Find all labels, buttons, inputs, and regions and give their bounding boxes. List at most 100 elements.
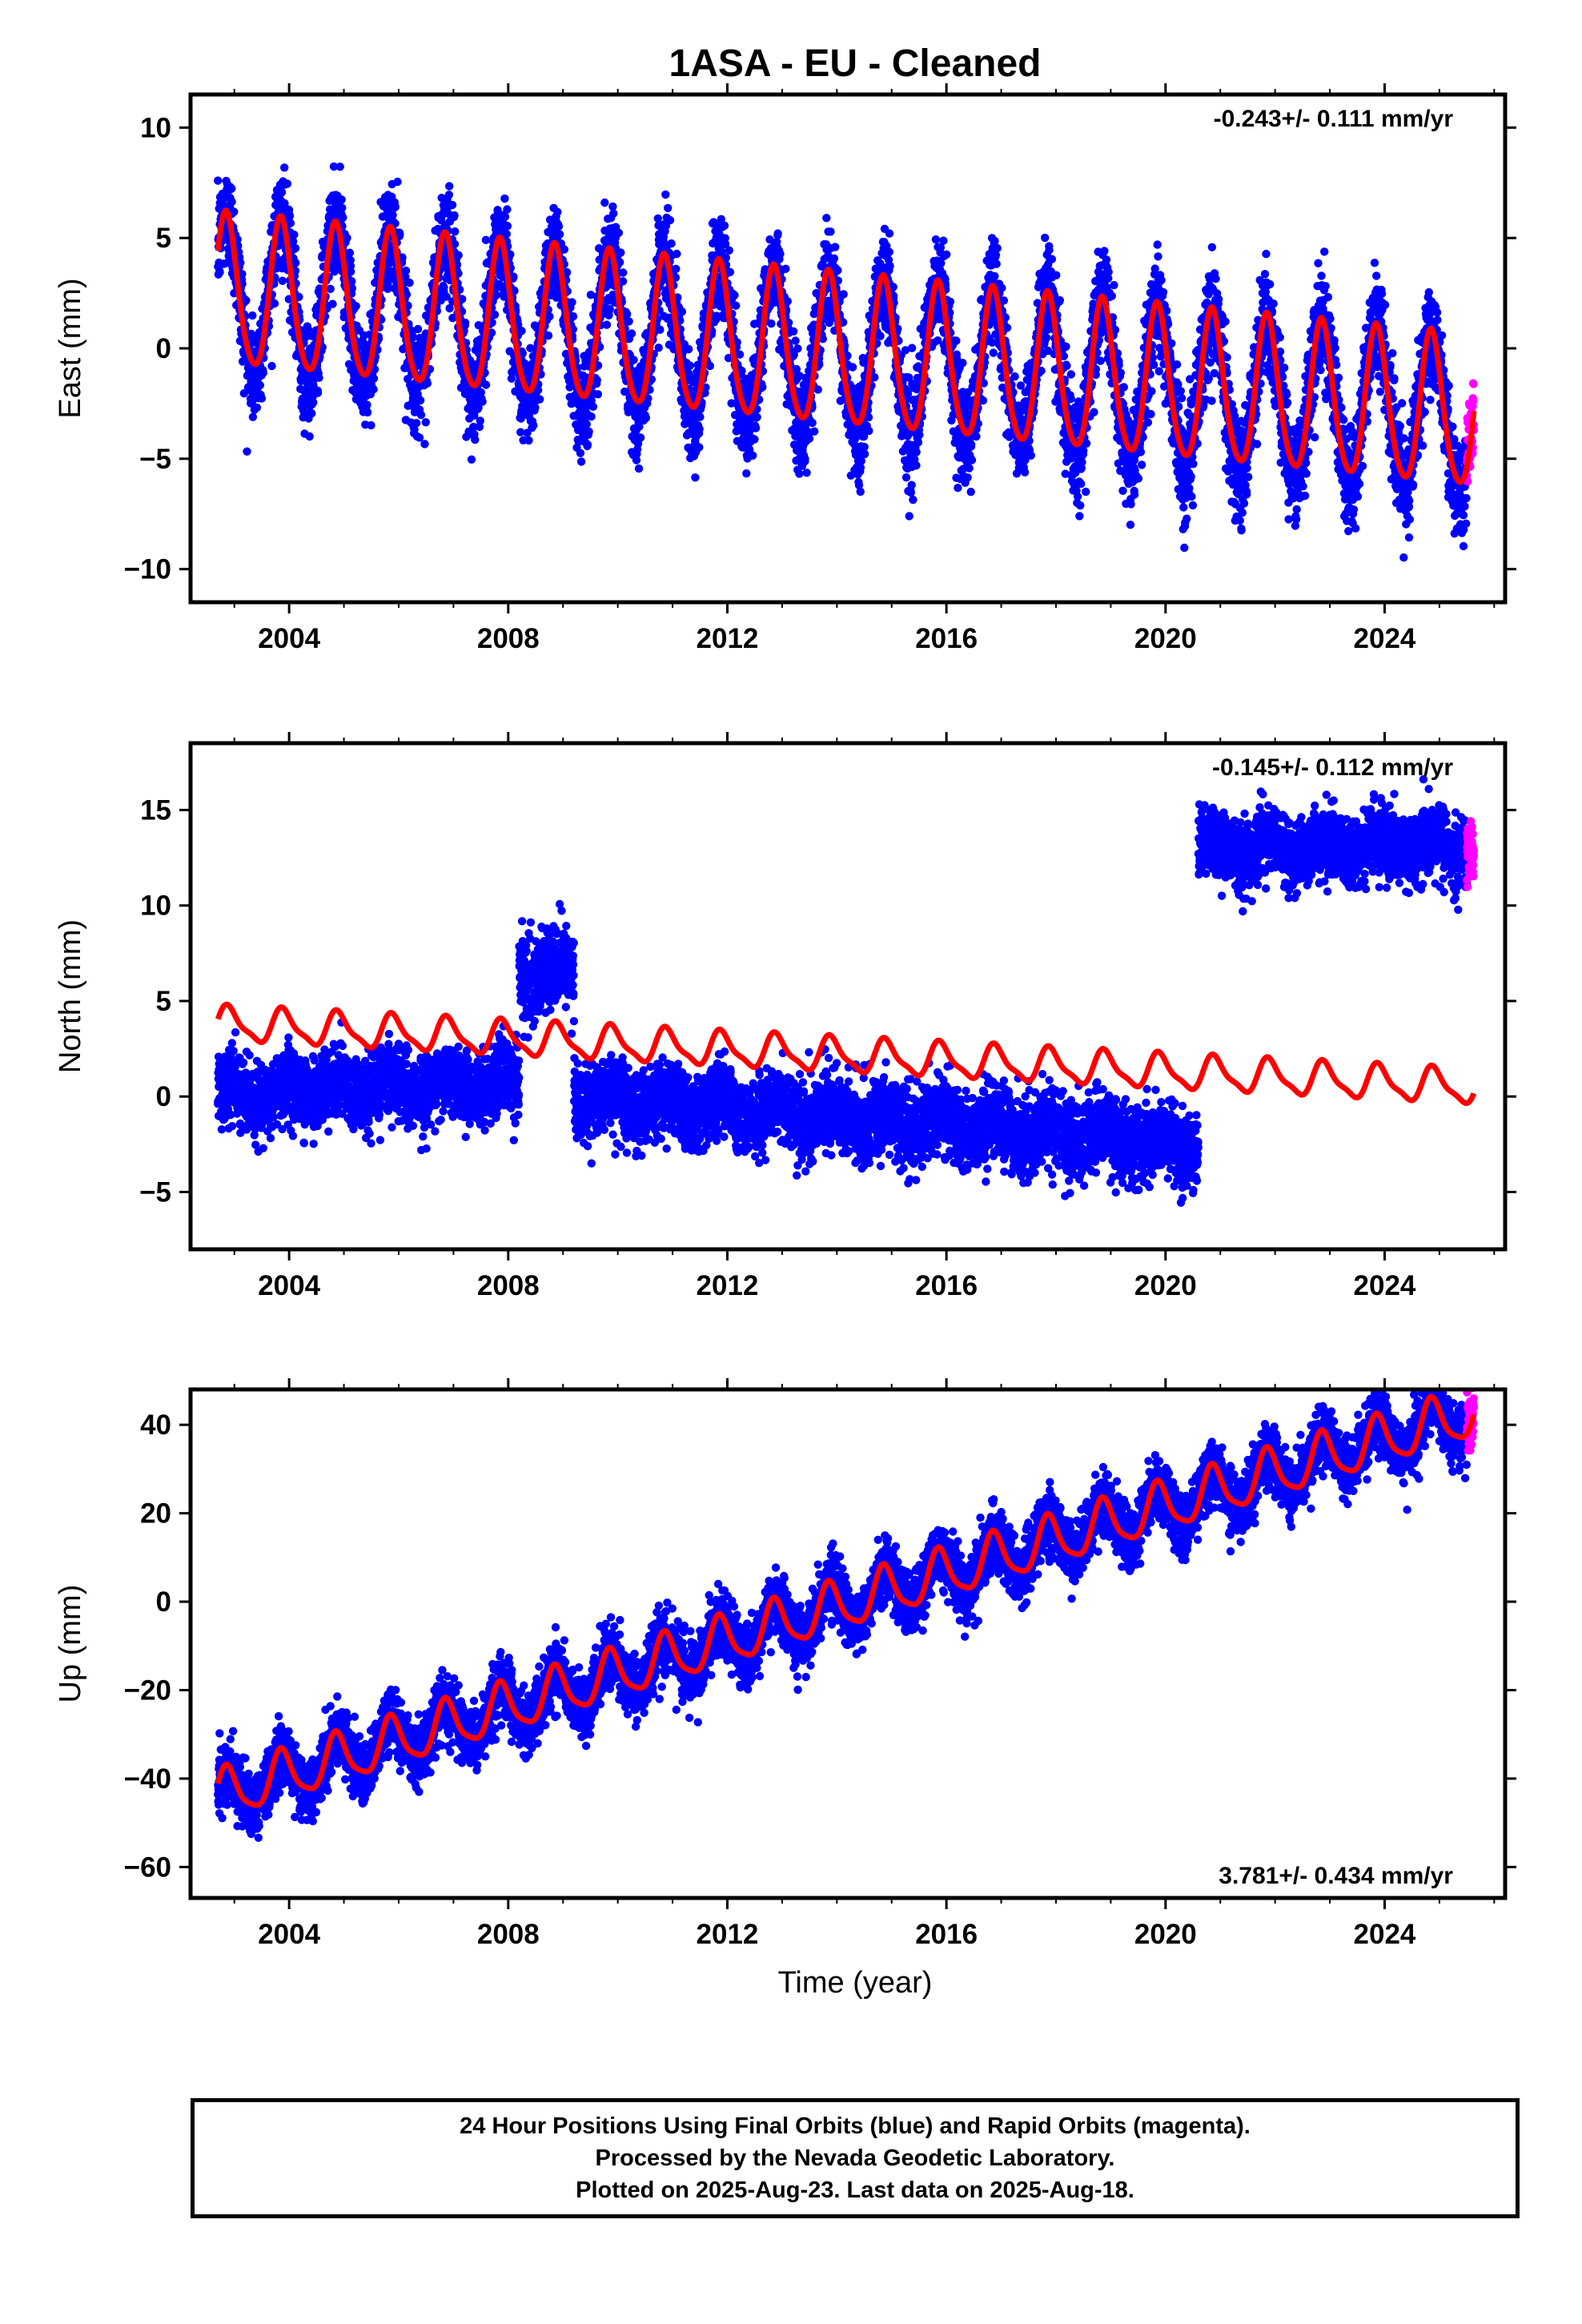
east-final-point (602, 320, 612, 329)
east-final-point (337, 195, 346, 204)
east-final-point (413, 324, 423, 334)
east-final-point (685, 361, 695, 370)
east-final-point (568, 298, 576, 307)
east-final-point (442, 292, 451, 301)
east-final-point (495, 279, 504, 289)
east-final-point (388, 211, 397, 219)
east-final-point (588, 402, 598, 411)
east-final-point (401, 272, 410, 282)
east-final-point (492, 291, 501, 300)
east-final-point (475, 422, 484, 432)
east-final-point (416, 411, 426, 420)
east-final-point (503, 222, 512, 231)
east-final-point (313, 388, 323, 397)
east-final-point (864, 412, 873, 422)
east-final-point (909, 495, 917, 505)
east-final-point (634, 464, 644, 473)
east-final-point (507, 374, 516, 383)
east-final-point (471, 435, 480, 444)
east-final-point (487, 328, 496, 337)
east-final-point (665, 215, 675, 225)
east-final-point (545, 312, 554, 321)
east-final-point (952, 336, 961, 345)
east-final-point (544, 331, 553, 340)
east-final-point (252, 403, 262, 412)
east-final-point (730, 291, 739, 300)
east-final-point (343, 234, 351, 243)
east-final-point (531, 403, 540, 412)
east-final-point (773, 229, 782, 238)
east-final-point (467, 455, 476, 464)
east-final-point (474, 403, 483, 412)
east-final-point (616, 258, 624, 267)
east-final-point (672, 264, 681, 273)
east-final-point (560, 245, 569, 254)
east-final-point (506, 250, 515, 259)
east-final-point (604, 311, 613, 320)
east-final-point (749, 451, 757, 460)
east-final-point (490, 310, 500, 320)
east-final-point (753, 412, 761, 422)
east-final-point (500, 212, 510, 221)
east-final-point (593, 390, 603, 399)
east-final-point (369, 374, 379, 383)
east-final-point (309, 398, 318, 407)
east-final-point (283, 179, 292, 188)
east-final-point (913, 438, 923, 447)
east-final-point (412, 419, 421, 428)
east-final-point (347, 267, 355, 276)
east-final-point (401, 266, 411, 275)
east-final-point (257, 394, 267, 403)
east-final-point (876, 332, 885, 340)
east-final-point (725, 267, 735, 276)
east-final-point (363, 400, 371, 409)
east-final-point (454, 251, 463, 259)
east-final-point (767, 319, 776, 328)
east-final-point (370, 364, 379, 374)
east-final-point (481, 380, 491, 389)
east-final-point (608, 202, 617, 211)
east-final-point (789, 327, 798, 336)
east-final-point (230, 207, 239, 216)
east-final-point (248, 311, 257, 320)
east-final-point (440, 283, 448, 292)
east-final-point (620, 387, 629, 396)
east-final-point (410, 425, 419, 434)
east-final-point (529, 421, 538, 430)
east-final-point (554, 222, 564, 231)
east-final-point (243, 447, 251, 456)
east-final-point (303, 324, 312, 334)
east-final-point (286, 219, 295, 227)
east-final-point (822, 214, 831, 223)
east-final-point (536, 395, 544, 404)
east-final-point (629, 356, 638, 364)
east-final-point (627, 329, 636, 338)
east-final-point (939, 236, 948, 245)
east-final-point (912, 461, 921, 470)
east-final-point (839, 290, 848, 299)
east-final-point (776, 250, 785, 259)
east-final-point (517, 327, 526, 336)
east-final-point (526, 344, 535, 352)
east-final-point (408, 332, 417, 340)
east-final-point (831, 243, 840, 251)
east-final-point (793, 344, 802, 353)
east-final-point (619, 268, 628, 277)
east-final-point (423, 379, 432, 388)
east-final-point (339, 213, 347, 222)
east-final-point (289, 237, 298, 246)
east-final-point (347, 277, 356, 286)
east-final-point (600, 198, 609, 207)
east-final-point (915, 430, 924, 440)
east-final-point (848, 363, 857, 372)
east-final-point (227, 197, 236, 207)
east-final-point (614, 228, 624, 237)
east-final-point (576, 457, 586, 466)
east-final-point (732, 301, 741, 310)
east-final-point (553, 207, 562, 216)
east-final-point (405, 278, 414, 287)
east-final-point (259, 368, 267, 377)
east-final-point (421, 418, 430, 427)
east-final-point (605, 304, 614, 314)
